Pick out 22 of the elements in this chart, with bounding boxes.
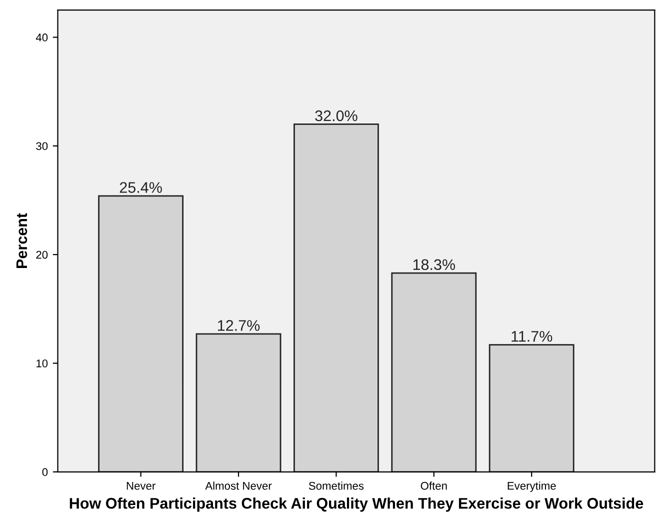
bar	[294, 124, 379, 472]
y-tick-label: 40	[36, 34, 48, 42]
x-tick-label: Almost Never	[205, 482, 272, 490]
y-tick-label: 20	[36, 250, 48, 259]
x-tick-label: Sometimes	[308, 482, 364, 490]
bar	[391, 272, 477, 472]
x-axis-title: How Often Participants Check Air Quality When They Exercise or Work Outside	[70, 498, 644, 512]
bar	[196, 333, 282, 472]
y-tick-label: 0	[42, 468, 48, 476]
bar	[488, 344, 574, 472]
y-tick-label: 10	[36, 360, 48, 368]
data-label: 25.4%	[120, 182, 162, 193]
data-label: 12.7%	[218, 320, 260, 331]
y-axis-title: Percent	[16, 213, 28, 268]
x-tick-label: Never	[126, 482, 156, 490]
data-label: 18.3%	[413, 259, 456, 270]
data-label: 11.7%	[512, 330, 552, 342]
x-tick-label: Everytime	[508, 482, 556, 492]
data-label: 32.0%	[315, 110, 358, 122]
x-tick-label: Often	[420, 482, 447, 490]
y-tick-label: 30	[36, 142, 48, 150]
bar	[98, 195, 184, 472]
